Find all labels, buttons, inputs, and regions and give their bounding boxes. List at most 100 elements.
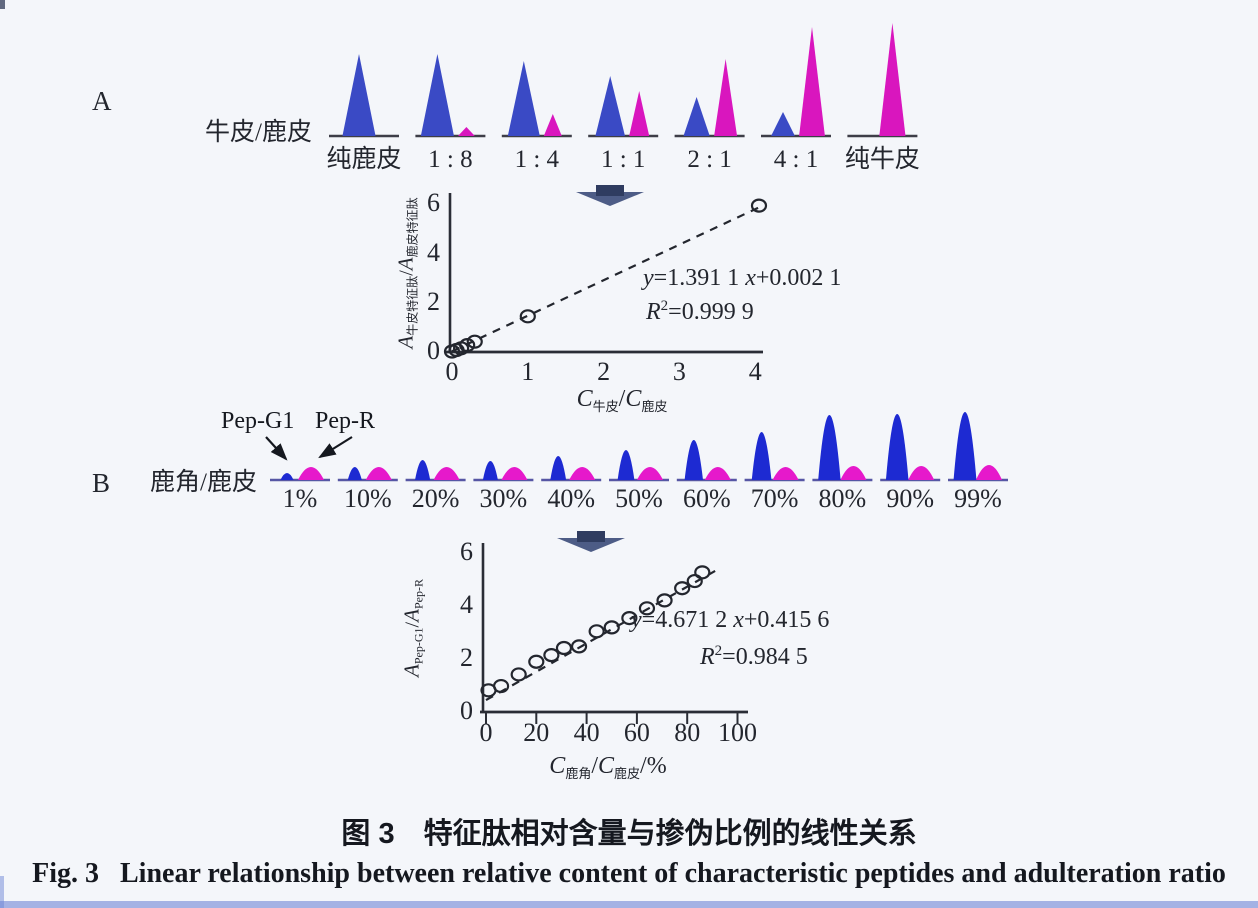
plot-b-x-tick-label: 40 [573, 718, 600, 747]
plot-b-r-squared: R2=0.984 5 [700, 642, 808, 672]
xlabel-a-separator: / [618, 386, 626, 412]
caption-chinese: 图 3 特征肽相对含量与掺伪比例的线性关系 [341, 818, 917, 850]
percent-label: 60% [682, 484, 731, 513]
peak-magenta [365, 467, 392, 480]
plot-b-x-tick-label: 80 [674, 718, 701, 747]
plot-b-data-point [528, 654, 545, 669]
plot-b-data-point [621, 611, 638, 626]
plot-b-data-point [543, 648, 560, 663]
plot-a-y-tick-label: 0 [427, 336, 440, 365]
eq-a-tail: +0.002 1 [755, 265, 842, 291]
ylabel-b-symbol2: A [399, 609, 424, 622]
peak-magenta [772, 467, 799, 480]
peak-magenta [457, 127, 475, 136]
plot-b-data-point [638, 601, 656, 616]
plot-b-x-tick-label: 20 [523, 718, 550, 747]
percent-label: 1% [282, 484, 318, 513]
peak-blue [684, 440, 703, 480]
peak-blue [818, 415, 841, 480]
plot-a-y-tick-label: 4 [427, 237, 440, 267]
peak-blue [595, 76, 625, 136]
plot-a-y-tick-label: 2 [427, 286, 440, 316]
plot-b-x-tick-label: 60 [623, 718, 650, 747]
plot-a-data-point [519, 309, 536, 324]
plot-b-y-tick-label: 2 [460, 643, 473, 673]
ratio-label: 纯鹿皮 [326, 146, 402, 173]
peak-magenta [569, 467, 596, 480]
xlabel-b-separator: / [591, 753, 598, 779]
peak-blue [885, 414, 909, 480]
plot-b-data-point [588, 624, 605, 639]
plot-b-equation: y=4.671 2 x+0.415 6 [631, 606, 829, 635]
xlabel-b-unit: /% [640, 753, 667, 779]
xlabel-a-subscript: 牛皮 [592, 399, 619, 414]
pep-g1-label: Pep-G1 [221, 408, 295, 434]
eq-b-x: x [733, 607, 744, 633]
ratio-label: 4 : 1 [773, 146, 819, 173]
down-arrow-icon [557, 538, 625, 552]
peak-blue [953, 412, 977, 480]
eq-b-tail: +0.415 6 [743, 607, 830, 633]
plot-a-x-tick-label: 1 [521, 357, 535, 386]
eq-a-mid: =1.391 1 [653, 265, 746, 291]
plot-b-x-axis-label: C鹿角/C鹿皮/% [549, 753, 666, 782]
panel-b-tag: B [92, 468, 111, 498]
peak-blue [771, 112, 795, 136]
edge-artifact-left [0, 876, 4, 908]
plot-b-data-point [570, 639, 588, 654]
peak-magenta [629, 91, 650, 136]
peak-magenta [501, 467, 528, 480]
percent-label: 10% [343, 484, 392, 513]
plot-a-x-axis-label: C牛皮/C鹿皮 [577, 386, 668, 415]
peak-magenta [637, 467, 663, 480]
percent-label: 80% [818, 484, 867, 513]
peak-blue [420, 54, 454, 136]
plot-a-fit-line [451, 203, 765, 353]
plot-a-x-tick-label: 4 [748, 357, 762, 386]
caption-english: Fig. 3 Linear relationship between relat… [32, 858, 1226, 889]
plot-b-x-tick-label: 100 [718, 718, 757, 747]
plot-a-r-squared: R2=0.999 9 [646, 297, 754, 327]
xlabel-a-subscript2: 鹿皮 [641, 399, 668, 414]
eq-b-mid: =4.671 2 [641, 607, 734, 633]
peak-blue [617, 450, 635, 480]
plot-b-data-point [694, 565, 711, 580]
peak-blue [751, 432, 772, 480]
percent-label: 30% [479, 484, 528, 513]
peak-magenta [840, 466, 867, 480]
plot-b-y-tick-label: 6 [460, 537, 473, 567]
ylabel-b-subscript: Pep-G1 [411, 627, 426, 665]
edge-artifact-corner [0, 0, 5, 9]
down-arrow-icon [577, 531, 605, 542]
ratio-label: 2 : 1 [687, 146, 732, 173]
plot-b-y-tick-label: 4 [460, 590, 473, 620]
panel-b-row-label: 鹿角/鹿皮 [150, 469, 257, 496]
plot-a-x-tick-label: 2 [597, 357, 611, 386]
ratio-label: 纯牛皮 [844, 146, 920, 173]
plot-a-y-tick-label: 6 [427, 188, 440, 218]
ylabel-b-subscript2: Pep-R [411, 579, 426, 610]
peak-magenta [976, 465, 1002, 480]
plot-b-y-axis-label: APep-G1/APep-R [400, 579, 427, 677]
plot-a-data-point [466, 334, 483, 349]
peak-blue [507, 61, 540, 136]
plot-b-data-point [686, 573, 703, 589]
ratio-label: 1 : 4 [514, 146, 560, 173]
peak-magenta [704, 467, 731, 480]
ratio-label: 1 : 1 [600, 146, 646, 173]
plot-b-data-point [674, 581, 691, 596]
pep-r-annotation-arrow [318, 436, 353, 459]
xlabel-a-symbol: C [576, 386, 593, 412]
down-arrow-icon [576, 192, 644, 206]
peak-blue [482, 461, 498, 480]
r2-a-exponent: 2 [660, 298, 669, 314]
xlabel-b-symbol: C [549, 753, 566, 779]
plot-b-y-tick-label: 0 [460, 696, 473, 725]
plot-b-data-point [492, 678, 510, 694]
peak-magenta [879, 23, 906, 136]
plot-a-x-tick-label: 3 [672, 357, 686, 386]
plot-b-data-point [555, 640, 573, 656]
peak-blue [342, 54, 376, 136]
